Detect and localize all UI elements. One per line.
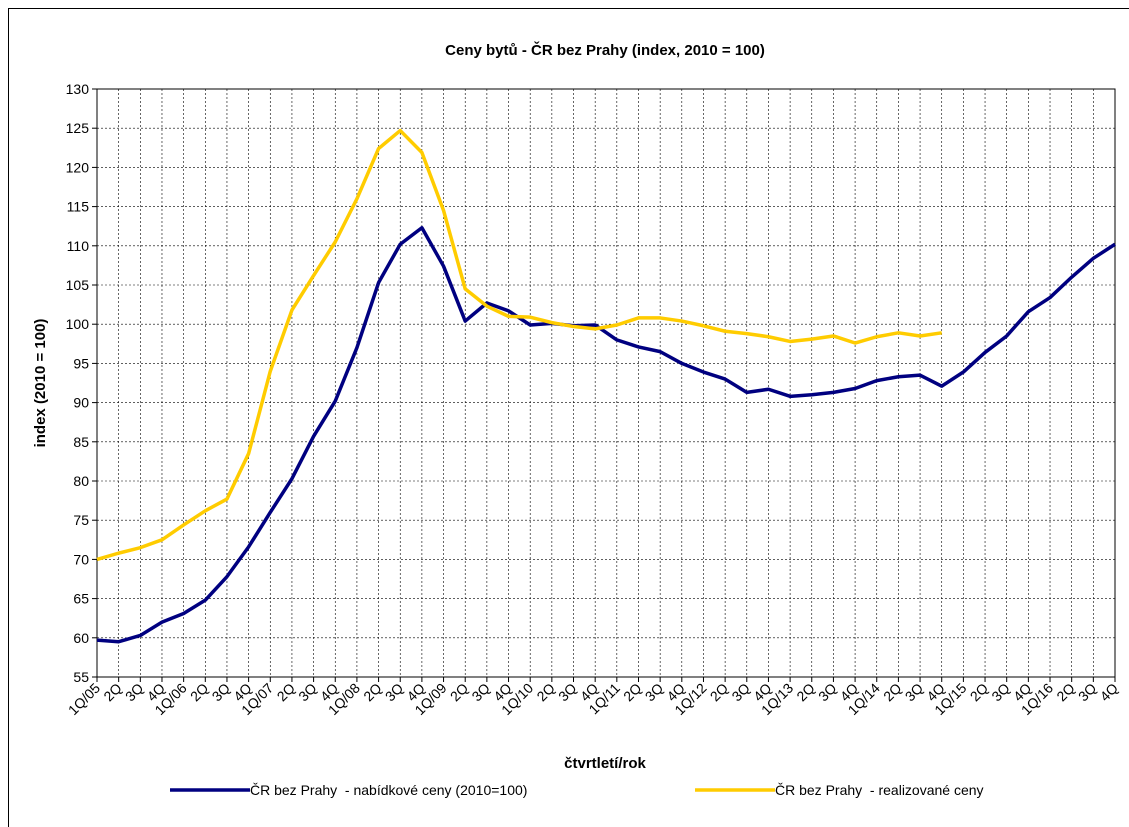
x-tick-label: 1Q/05 xyxy=(65,680,103,718)
y-tick-label: 100 xyxy=(66,316,90,332)
y-tick-label: 95 xyxy=(73,355,89,371)
x-tick-label: 3Q xyxy=(382,680,407,705)
y-tick-label: 80 xyxy=(73,473,89,489)
y-tick-label: 65 xyxy=(73,591,89,607)
plot-area xyxy=(96,88,1116,678)
legend-label: ČR bez Prahy - nabídkové ceny (2010=100) xyxy=(250,782,527,798)
y-tick-label: 60 xyxy=(73,630,89,646)
x-tick-label: 2Q xyxy=(274,680,299,705)
x-tick-label: 3Q xyxy=(555,680,580,705)
x-tick-label: 3Q xyxy=(1075,680,1100,705)
x-tick-label: 2Q xyxy=(100,680,125,705)
series-line xyxy=(96,128,942,562)
y-tick-label: 75 xyxy=(73,512,89,528)
y-tick-label: 125 xyxy=(66,120,90,136)
x-tick-label: 4Q xyxy=(1097,680,1122,705)
x-tick-label: 3Q xyxy=(642,680,667,705)
x-tick-label: 3Q xyxy=(988,680,1013,705)
y-tick-label: 90 xyxy=(73,395,89,411)
chart-frame xyxy=(8,8,1129,827)
x-tick-label: 2Q xyxy=(707,680,732,705)
x-tick-label: 3Q xyxy=(728,680,753,705)
y-tick-label: 110 xyxy=(67,238,90,254)
y-tick-label: 55 xyxy=(73,669,89,685)
x-tick-label: 2Q xyxy=(880,680,905,705)
x-tick-label: 3Q xyxy=(122,680,147,705)
y-tick-label: 130 xyxy=(66,81,90,97)
x-tick-label: 3Q xyxy=(902,680,927,705)
x-tick-label: 3Q xyxy=(295,680,320,705)
x-tick-label: 2Q xyxy=(447,680,472,705)
x-tick-label: 2Q xyxy=(360,680,385,705)
y-tick-label: 85 xyxy=(73,434,89,450)
x-tick-label: 2Q xyxy=(967,680,992,705)
x-tick-label: 2Q xyxy=(1053,680,1078,705)
x-tick-label: 3Q xyxy=(209,680,234,705)
x-tick-label: 2Q xyxy=(533,680,558,705)
y-tick-label: 70 xyxy=(73,551,89,567)
x-axis-title: čtvrtletí/rok xyxy=(564,755,646,772)
y-tick-label: 115 xyxy=(67,199,90,215)
series-line xyxy=(96,226,1116,644)
y-tick-label: 120 xyxy=(66,159,90,175)
x-tick-label: 2Q xyxy=(620,680,645,705)
y-axis-title: index (2010 = 100) xyxy=(32,319,49,448)
legend-label: ČR bez Prahy - realizované ceny xyxy=(775,782,984,798)
x-tick-label: 2Q xyxy=(793,680,818,705)
y-tick-label: 105 xyxy=(66,277,90,293)
x-tick-label: 3Q xyxy=(815,680,840,705)
x-tick-label: 3Q xyxy=(468,680,493,705)
chart-title: Ceny bytů - ČR bez Prahy (index, 2010 = … xyxy=(445,41,765,59)
x-tick-label: 2Q xyxy=(187,680,212,705)
